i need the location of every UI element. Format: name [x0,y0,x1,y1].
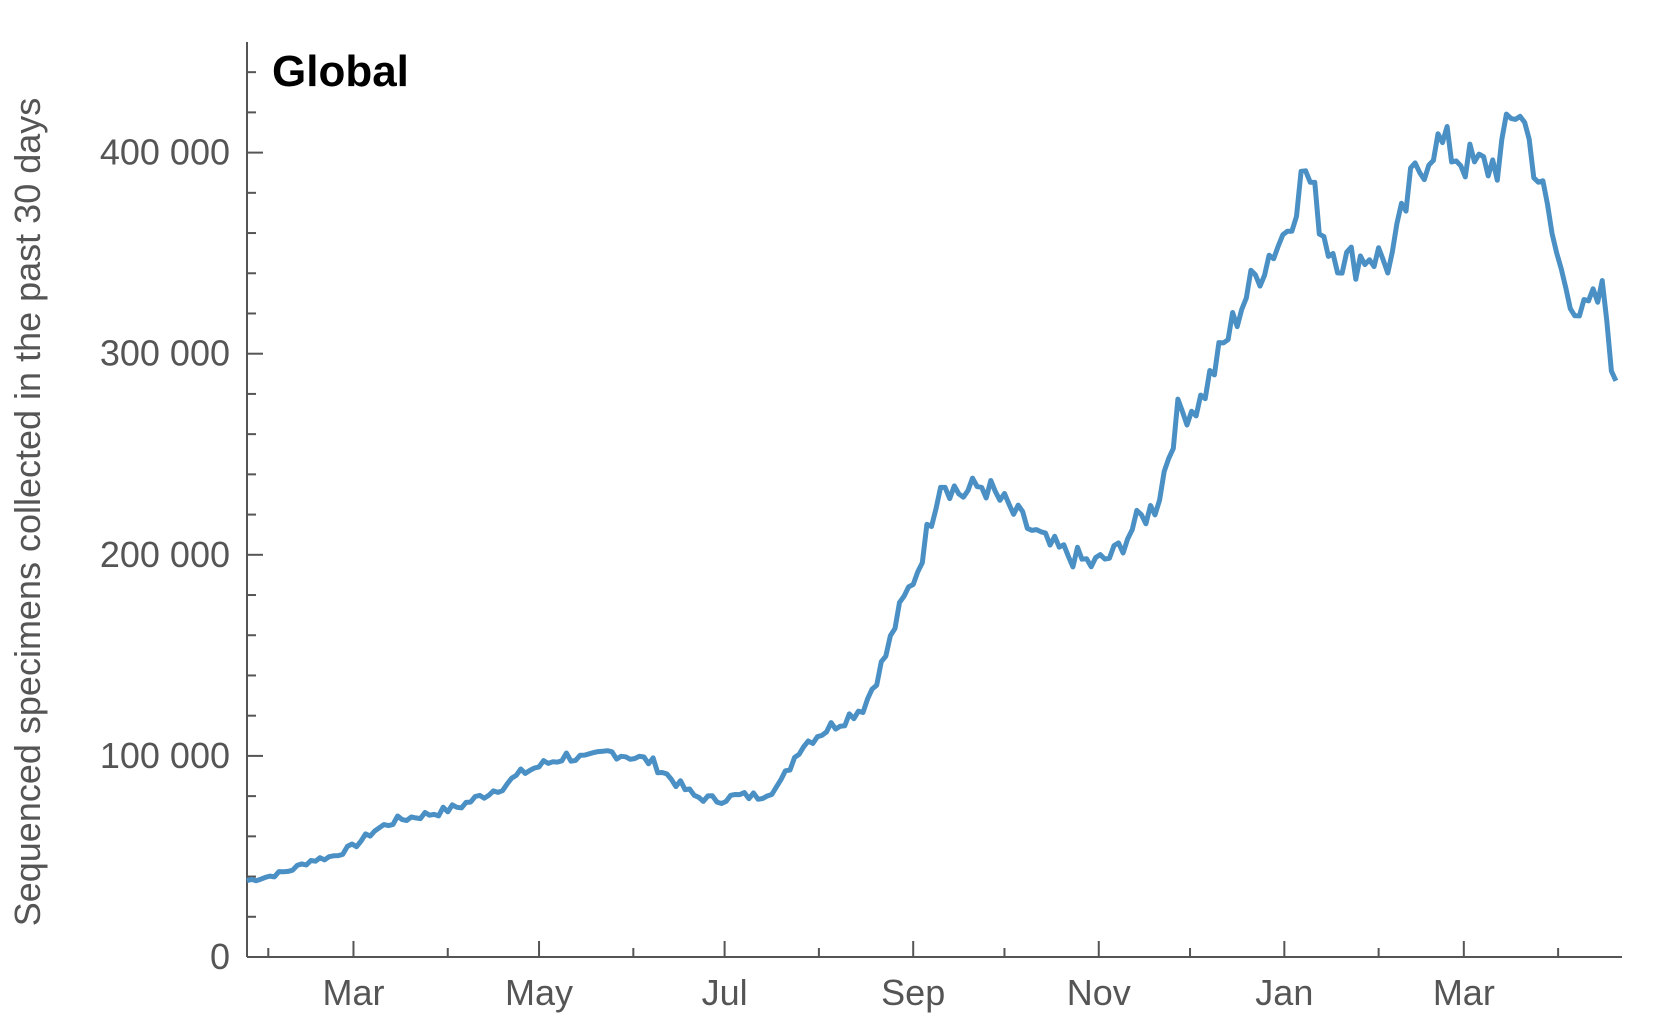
x-tick-label: Jan [1255,972,1313,1013]
y-tick-label: 100 000 [100,735,230,776]
x-tick-label: May [505,972,573,1013]
axes [246,42,1622,958]
y-tick-label: 200 000 [100,534,230,575]
y-axis-title: Sequenced specimens collected in the pas… [7,98,48,927]
series-line-0 [246,111,1619,884]
x-tick-label: Mar [1433,972,1495,1013]
y-ticks: 0 100 000 200 000 300 000 400 000 [100,71,263,977]
chart-title: Global [272,47,409,96]
x-tick-label: Jul [702,972,748,1013]
series-layer [246,111,1619,884]
x-tick-label: Sep [881,972,945,1013]
x-tick-label: Nov [1067,972,1131,1013]
x-ticks: Mar May Jul Sep Nov Jan Mar [267,941,1560,1013]
y-tick-label: 0 [210,936,230,977]
y-tick-label: 300 000 [100,333,230,374]
x-tick-label: Mar [322,972,384,1013]
y-tick-label: 400 000 [100,132,230,173]
